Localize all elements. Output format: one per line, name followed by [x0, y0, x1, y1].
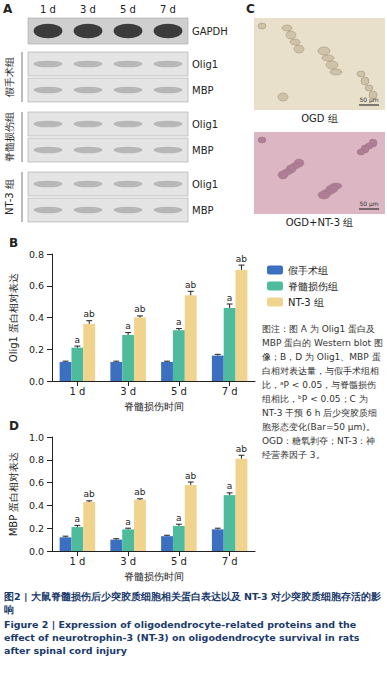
svg-text:假手术组: 假手术组 — [288, 265, 328, 276]
svg-text:0.8: 0.8 — [29, 249, 44, 260]
svg-text:0.2: 0.2 — [29, 344, 44, 355]
svg-text:假手术组: 假手术组 — [4, 57, 15, 97]
svg-text:7 d: 7 d — [222, 556, 238, 567]
svg-text:ab: ab — [134, 487, 146, 497]
svg-text:B: B — [9, 236, 18, 250]
svg-text:1.0: 1.0 — [29, 432, 44, 443]
svg-text:ab: ab — [134, 304, 146, 314]
svg-text:A: A — [3, 2, 13, 16]
svg-text:ab: ab — [236, 254, 248, 264]
svg-text:0.6: 0.6 — [29, 477, 44, 488]
svg-text:50 μm: 50 μm — [359, 200, 378, 208]
svg-text:脊髓损伤时间: 脊髓损伤时间 — [124, 401, 184, 412]
svg-text:0.2: 0.2 — [29, 523, 44, 534]
svg-text:ab: ab — [84, 489, 96, 499]
svg-text:脊髓损伤组: 脊髓损伤组 — [4, 112, 15, 162]
svg-text:GAPDH: GAPDH — [192, 26, 228, 37]
svg-text:a: a — [125, 517, 131, 527]
svg-text:ab: ab — [84, 309, 96, 319]
svg-text:D: D — [9, 419, 19, 433]
svg-text:脊髓损伤组: 脊髓损伤组 — [288, 281, 338, 292]
svg-text:0.0: 0.0 — [29, 376, 44, 387]
svg-text:0.6: 0.6 — [29, 280, 44, 291]
svg-text:ab: ab — [185, 280, 197, 290]
svg-text:a: a — [176, 513, 182, 523]
svg-text:MBP: MBP — [192, 85, 214, 96]
svg-text:a: a — [75, 335, 81, 345]
svg-text:0.4: 0.4 — [29, 500, 44, 511]
svg-text:C: C — [246, 2, 255, 16]
svg-text:a: a — [176, 317, 182, 327]
svg-text:0.8: 0.8 — [29, 454, 44, 465]
svg-text:OGD+NT-3 组: OGD+NT-3 组 — [286, 217, 354, 228]
svg-text:a: a — [125, 321, 131, 331]
html-text:图注：图 A 为 Olig1 蛋白及 MBP 蛋白的 Wes: 图注：图 A 为 Olig1 蛋白及 MBP 蛋白的 Western blot … — [262, 324, 383, 460]
svg-text:MBP 蛋白相对表达: MBP 蛋白相对表达 — [8, 452, 19, 537]
svg-text:a: a — [75, 514, 81, 524]
svg-text:7 d: 7 d — [222, 386, 238, 397]
svg-text:0.0: 0.0 — [29, 546, 44, 557]
svg-text:1 d: 1 d — [69, 386, 85, 397]
svg-text:0.4: 0.4 — [29, 312, 44, 323]
svg-text:a: a — [227, 481, 233, 491]
svg-text:a: a — [227, 293, 233, 303]
svg-text:Olig1 蛋白相对表达: Olig1 蛋白相对表达 — [8, 273, 19, 362]
svg-text:1 d: 1 d — [40, 4, 56, 15]
svg-text:NT-3 组: NT-3 组 — [4, 179, 15, 215]
svg-text:NT-3 组: NT-3 组 — [288, 297, 324, 308]
svg-text:5 d: 5 d — [120, 4, 136, 15]
svg-text:5 d: 5 d — [171, 556, 187, 567]
svg-text:50 μm: 50 μm — [359, 96, 378, 104]
svg-text:3 d: 3 d — [120, 386, 136, 397]
svg-text:1 d: 1 d — [69, 556, 85, 567]
svg-text:脊髓损伤时间: 脊髓损伤时间 — [124, 571, 184, 582]
svg-text:ab: ab — [185, 471, 197, 481]
svg-text:MBP: MBP — [192, 205, 214, 216]
svg-text:ab: ab — [236, 444, 248, 454]
svg-text:3 d: 3 d — [120, 556, 136, 567]
svg-text:MBP: MBP — [192, 145, 214, 156]
svg-text:Olig1: Olig1 — [192, 59, 218, 70]
svg-text:Olig1: Olig1 — [192, 179, 218, 190]
svg-text:3 d: 3 d — [80, 4, 96, 15]
html-text:Figure 2 | Expression of oligo: Figure 2 | Expression of oligodendrocyte… — [4, 619, 360, 656]
svg-text:7 d: 7 d — [160, 4, 176, 15]
svg-text:OGD 组: OGD 组 — [301, 113, 338, 124]
svg-text:5 d: 5 d — [171, 386, 187, 397]
html-text:图2 | 大鼠脊髓损伤后少突胶质细胞相关蛋白表达以及 NT-: 图2 | 大鼠脊髓损伤后少突胶质细胞相关蛋白表达以及 NT-3 对少突胶质细胞存… — [4, 591, 381, 615]
svg-text:Olig1: Olig1 — [192, 119, 218, 130]
